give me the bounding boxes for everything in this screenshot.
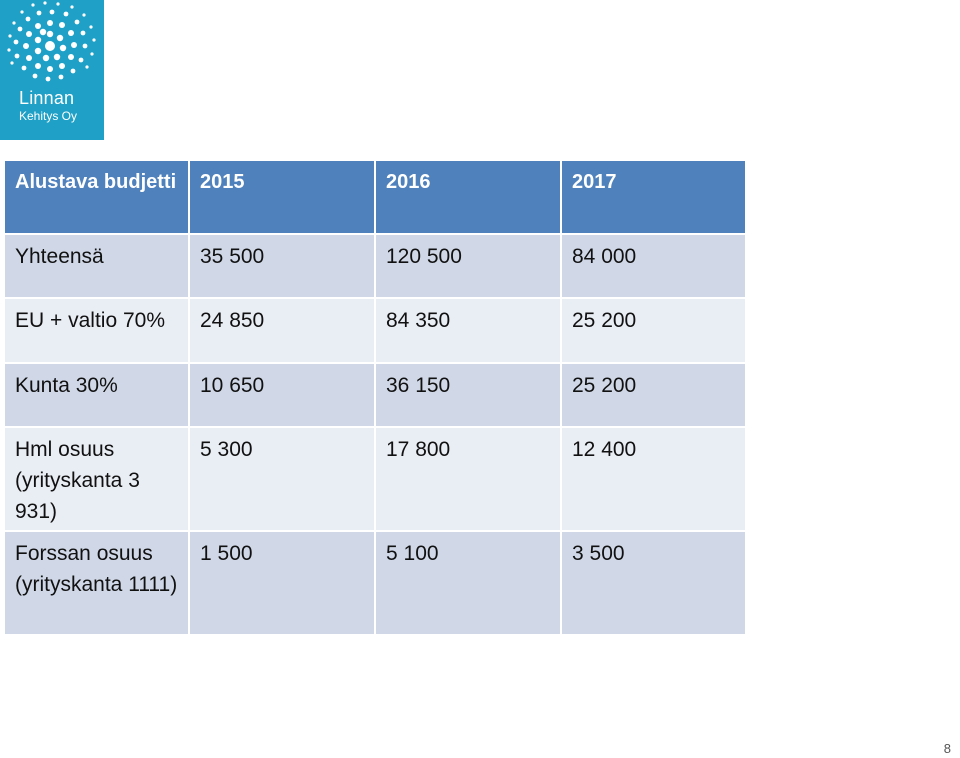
cell-value: 17 800: [374, 426, 562, 532]
header-cell-2017: 2017: [560, 159, 747, 235]
cell-value: 12 400: [560, 426, 747, 532]
cell-value: 84 000: [560, 233, 747, 299]
cell-value: 3 500: [560, 530, 747, 636]
table-row: EU + valtio 70% 24 850 84 350 25 200: [3, 297, 747, 364]
header-cell-label: Alustava budjetti: [3, 159, 190, 235]
header-cell-2015: 2015: [188, 159, 376, 235]
cell-value: 35 500: [188, 233, 376, 299]
cell-value: 24 850: [188, 297, 376, 364]
cell-value: 1 500: [188, 530, 376, 636]
table-row: Yhteensä 35 500 120 500 84 000: [3, 233, 747, 299]
cell-value: 5 100: [374, 530, 562, 636]
table-row: Kunta 30% 10 650 36 150 25 200: [3, 362, 747, 428]
row-label: Hml osuus (yrityskanta 3 931): [3, 426, 190, 532]
logo-text-kehitys: Kehitys Oy: [19, 109, 78, 123]
budget-table: Alustava budjetti 2015 2016 2017 Yhteens…: [3, 159, 747, 636]
logo-text-linnan: Linnan: [19, 88, 75, 108]
row-label: Forssan osuus (yrityskanta 1111): [3, 530, 190, 636]
cell-value: 25 200: [560, 362, 747, 428]
cell-value: 36 150: [374, 362, 562, 428]
page-number: 8: [943, 741, 951, 756]
header-cell-2016: 2016: [374, 159, 562, 235]
dot-burst-icon: [7, 1, 96, 82]
row-label: Kunta 30%: [3, 362, 190, 428]
cell-value: 120 500: [374, 233, 562, 299]
table-row: Hml osuus (yrityskanta 3 931) 5 300 17 8…: [3, 426, 747, 532]
cell-value: 84 350: [374, 297, 562, 364]
cell-value: 5 300: [188, 426, 376, 532]
table-row: Forssan osuus (yrityskanta 1111) 1 500 5…: [3, 530, 747, 636]
table-header-row: Alustava budjetti 2015 2016 2017: [3, 159, 747, 235]
cell-value: 10 650: [188, 362, 376, 428]
row-label: EU + valtio 70%: [3, 297, 190, 364]
cell-value: 25 200: [560, 297, 747, 364]
row-label: Yhteensä: [3, 233, 190, 299]
company-logo: Linnan Kehitys Oy: [0, 0, 104, 140]
